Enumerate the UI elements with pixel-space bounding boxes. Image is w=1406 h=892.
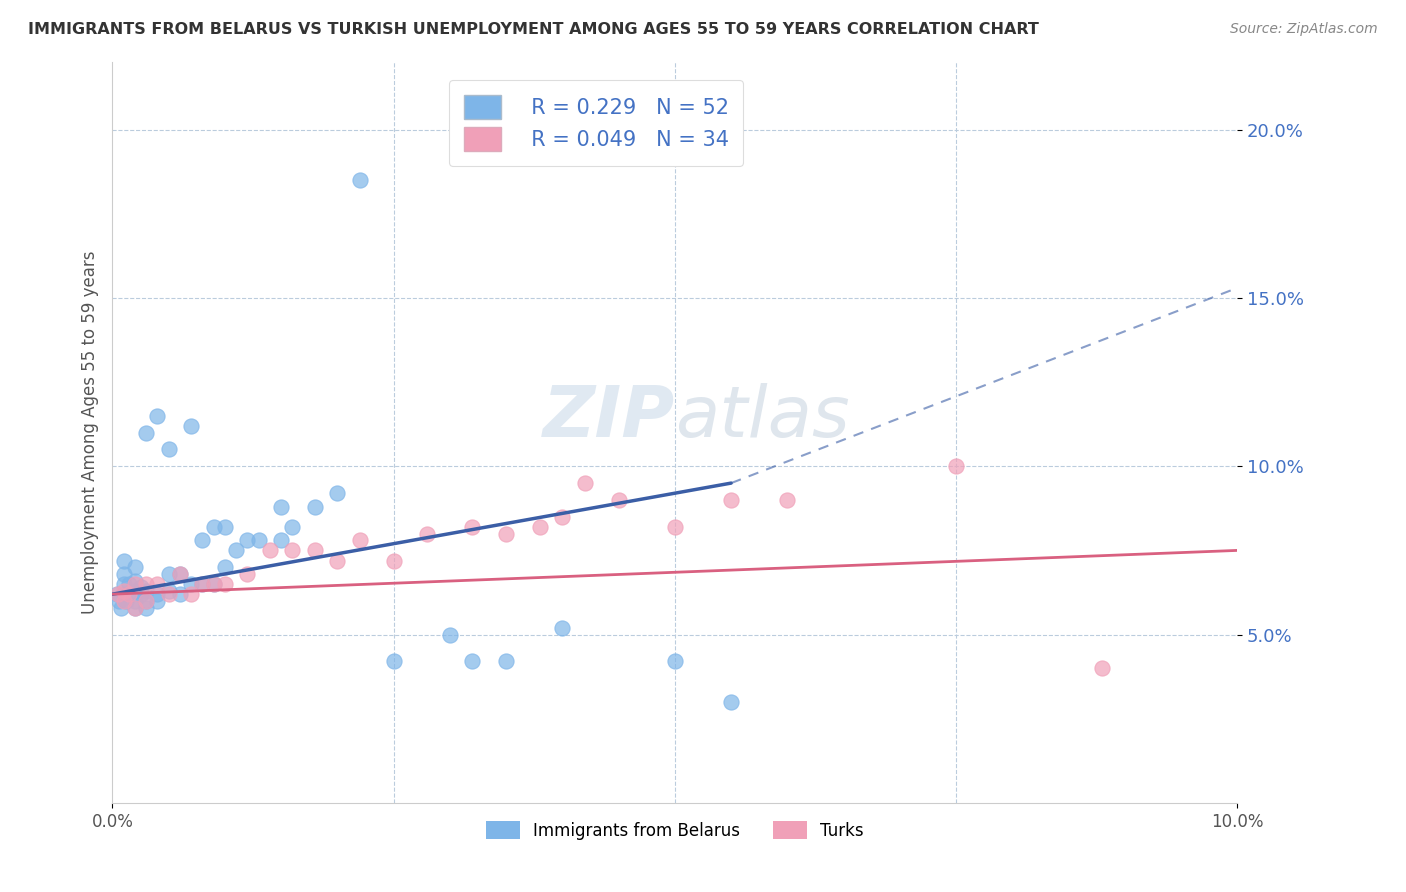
Point: [191, 533, 214, 548]
Point: [118, 577, 141, 591]
Point: [1091, 661, 1114, 675]
Point: [112, 577, 135, 591]
Text: atlas: atlas: [675, 384, 849, 452]
Point: [382, 553, 405, 567]
Text: IMMIGRANTS FROM BELARUS VS TURKISH UNEMPLOYMENT AMONG AGES 55 TO 59 YEARS CORREL: IMMIGRANTS FROM BELARUS VS TURKISH UNEMP…: [28, 22, 1039, 37]
Point: [146, 409, 169, 423]
Point: [191, 577, 214, 591]
Point: [110, 600, 132, 615]
Point: [124, 574, 146, 588]
Point: [169, 566, 191, 581]
Point: [720, 492, 742, 507]
Point: [135, 583, 157, 598]
Point: [169, 587, 191, 601]
Point: [112, 583, 135, 598]
Point: [180, 577, 202, 591]
Point: [270, 533, 292, 548]
Point: [304, 543, 326, 558]
Point: [551, 509, 574, 524]
Point: [135, 600, 157, 615]
Point: [124, 577, 146, 591]
Point: [225, 543, 247, 558]
Point: [157, 587, 180, 601]
Y-axis label: Unemployment Among Ages 55 to 59 years: Unemployment Among Ages 55 to 59 years: [80, 251, 98, 615]
Point: [945, 459, 967, 474]
Point: [574, 476, 596, 491]
Text: Source: ZipAtlas.com: Source: ZipAtlas.com: [1230, 22, 1378, 37]
Point: [105, 587, 128, 601]
Point: [259, 543, 281, 558]
Point: [664, 655, 686, 669]
Point: [112, 587, 135, 601]
Point: [326, 553, 349, 567]
Point: [304, 500, 326, 514]
Point: [157, 583, 180, 598]
Point: [439, 627, 461, 641]
Point: [416, 526, 439, 541]
Point: [461, 655, 484, 669]
Point: [108, 594, 131, 608]
Point: [115, 594, 138, 608]
Point: [118, 587, 141, 601]
Point: [281, 543, 304, 558]
Point: [720, 695, 742, 709]
Point: [495, 655, 517, 669]
Point: [607, 492, 630, 507]
Legend: Immigrants from Belarus, Turks: Immigrants from Belarus, Turks: [479, 814, 870, 847]
Point: [180, 418, 202, 433]
Point: [326, 486, 349, 500]
Point: [107, 587, 129, 601]
Point: [112, 566, 135, 581]
Point: [124, 560, 146, 574]
Point: [124, 594, 146, 608]
Point: [776, 492, 799, 507]
Point: [382, 655, 405, 669]
Point: [157, 566, 180, 581]
Point: [281, 520, 304, 534]
Point: [202, 577, 225, 591]
Point: [135, 594, 157, 608]
Point: [461, 520, 484, 534]
Point: [124, 600, 146, 615]
Point: [169, 566, 191, 581]
Point: [247, 533, 270, 548]
Point: [202, 577, 225, 591]
Point: [236, 566, 259, 581]
Point: [270, 500, 292, 514]
Point: [236, 533, 259, 548]
Point: [349, 173, 371, 187]
Point: [214, 560, 236, 574]
Point: [112, 594, 135, 608]
Point: [180, 587, 202, 601]
Point: [146, 594, 169, 608]
Point: [124, 600, 146, 615]
Point: [157, 442, 180, 457]
Point: [214, 577, 236, 591]
Point: [135, 577, 157, 591]
Point: [529, 520, 551, 534]
Point: [664, 520, 686, 534]
Point: [135, 425, 157, 440]
Point: [129, 581, 152, 595]
Point: [191, 577, 214, 591]
Text: ZIP: ZIP: [543, 384, 675, 452]
Point: [146, 587, 169, 601]
Point: [349, 533, 371, 548]
Point: [202, 520, 225, 534]
Point: [124, 583, 146, 598]
Point: [112, 553, 135, 567]
Point: [135, 594, 157, 608]
Point: [551, 621, 574, 635]
Point: [214, 520, 236, 534]
Point: [129, 587, 152, 601]
Point: [146, 577, 169, 591]
Point: [495, 526, 517, 541]
